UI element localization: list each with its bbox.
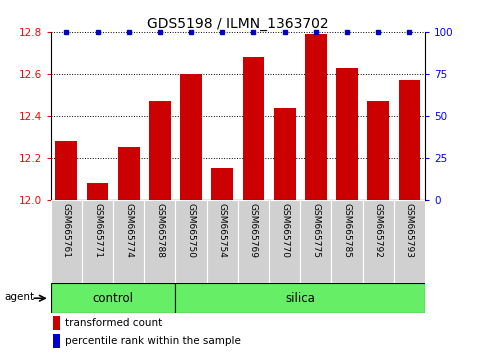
Bar (149, 101, 171, 200)
Text: GSM665754: GSM665754 (218, 202, 227, 257)
Text: GSM665775: GSM665775 (312, 202, 320, 257)
Bar (144, 200, 175, 283)
Bar (336, 68, 358, 200)
Bar (242, 57, 264, 200)
Bar (51, 283, 175, 313)
Bar (86, 183, 108, 200)
Bar (53, 316, 60, 330)
Bar (56, 141, 77, 200)
Text: GSM665770: GSM665770 (280, 202, 289, 257)
Text: GSM665792: GSM665792 (374, 202, 383, 257)
Bar (118, 148, 140, 200)
Title: GDS5198 / ILMN_1363702: GDS5198 / ILMN_1363702 (147, 17, 329, 31)
Text: GSM665761: GSM665761 (62, 202, 71, 257)
Bar (207, 200, 238, 283)
Text: GSM665769: GSM665769 (249, 202, 258, 257)
Text: agent: agent (4, 292, 34, 302)
Bar (331, 200, 363, 283)
Text: GSM665785: GSM665785 (342, 202, 352, 257)
Text: GSM665774: GSM665774 (124, 202, 133, 257)
Bar (51, 200, 82, 283)
Text: GSM665788: GSM665788 (156, 202, 164, 257)
Bar (113, 200, 144, 283)
Bar (175, 283, 425, 313)
Text: GSM665771: GSM665771 (93, 202, 102, 257)
Bar (368, 101, 389, 200)
Bar (82, 200, 113, 283)
Text: percentile rank within the sample: percentile rank within the sample (65, 336, 241, 346)
Bar (274, 108, 296, 200)
Bar (53, 334, 60, 348)
Text: silica: silica (285, 292, 315, 305)
Bar (180, 74, 202, 200)
Bar (363, 200, 394, 283)
Bar (394, 200, 425, 283)
Bar (212, 169, 233, 200)
Text: control: control (93, 292, 134, 305)
Bar (269, 200, 300, 283)
Bar (305, 34, 327, 200)
Bar (175, 200, 207, 283)
Bar (238, 200, 269, 283)
Text: GSM665793: GSM665793 (405, 202, 414, 257)
Bar (398, 80, 420, 200)
Text: transformed count: transformed count (65, 318, 162, 328)
Text: GSM665750: GSM665750 (186, 202, 196, 257)
Bar (300, 200, 331, 283)
